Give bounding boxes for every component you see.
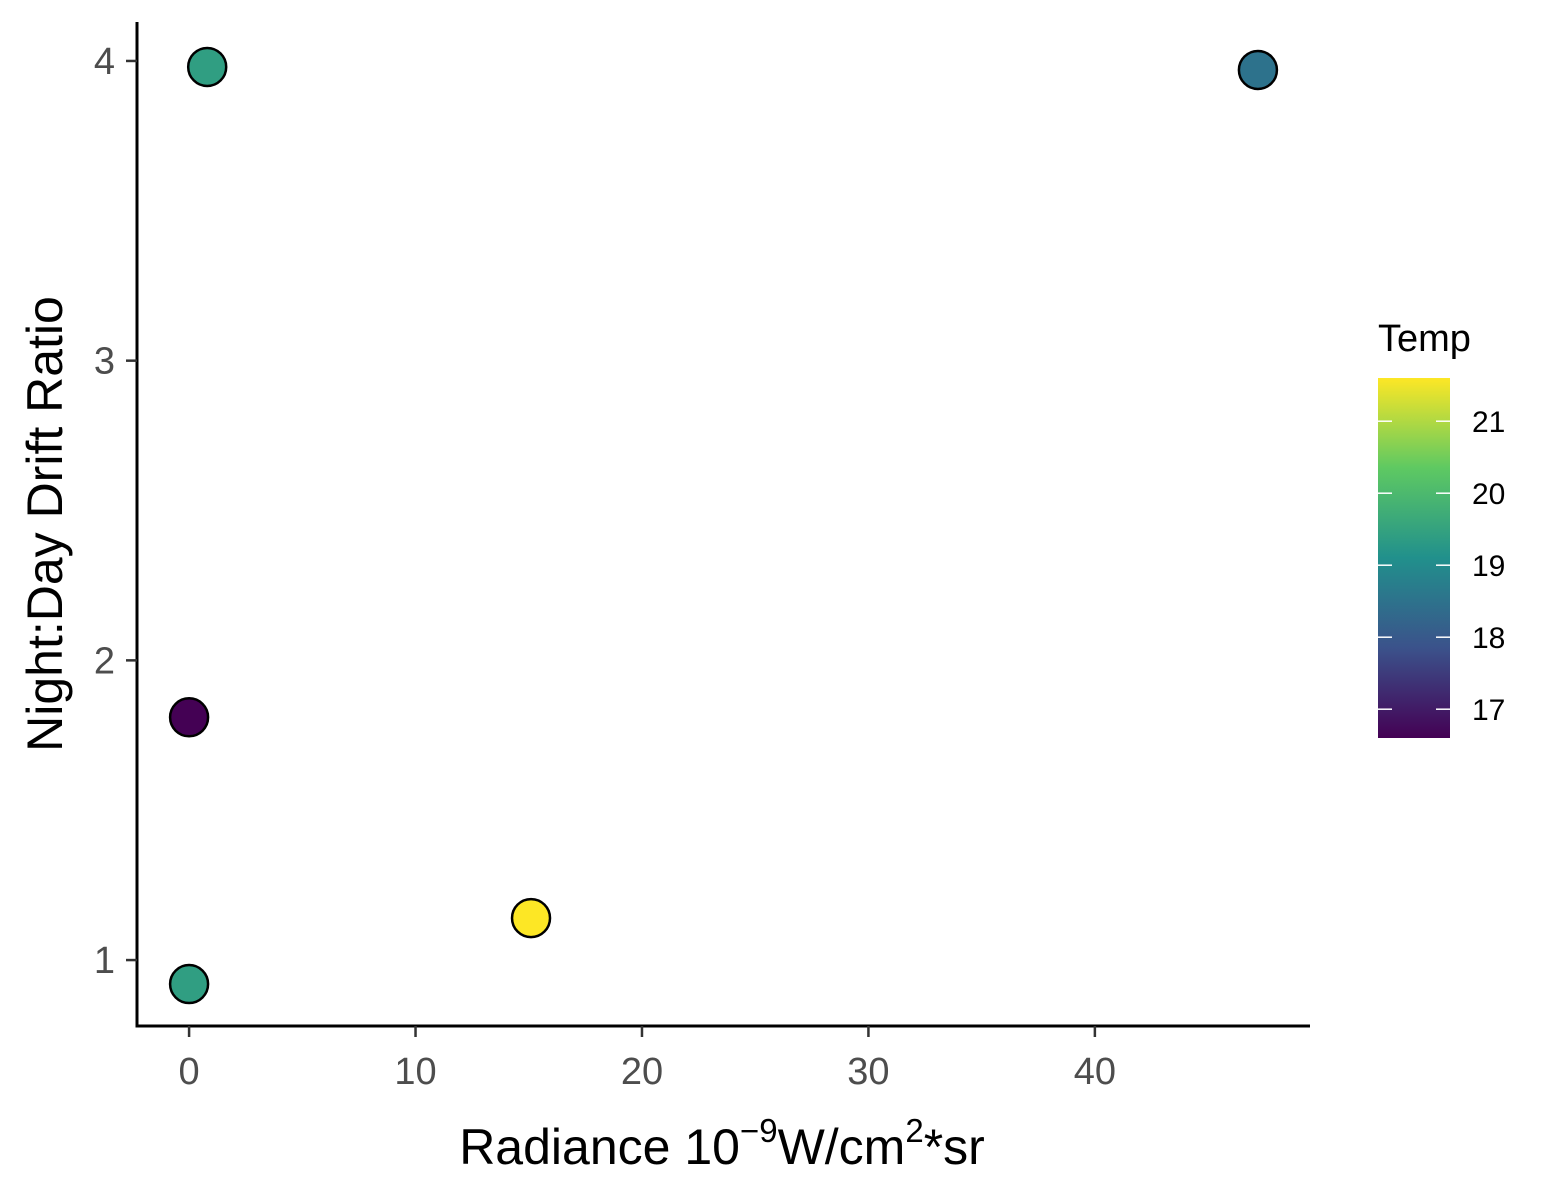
data-point bbox=[168, 697, 210, 738]
y-axis-title: Night:Day Drift Ratio bbox=[17, 296, 73, 752]
color-legend: Temp 17 18 19 20 21 bbox=[1378, 318, 1505, 738]
x-tick-label: 20 bbox=[621, 1051, 663, 1093]
data-point bbox=[168, 963, 210, 1005]
legend-tick-label: 17 bbox=[1472, 694, 1505, 727]
tick-layer: 0 10 20 30 40 1 2 3 4 bbox=[94, 41, 1116, 1093]
legend-tick-label: 21 bbox=[1472, 406, 1505, 439]
y-tick-label: 4 bbox=[94, 41, 115, 83]
points-layer bbox=[168, 46, 1279, 1005]
x-axis-title: Radiance 10−9W/cm2*sr bbox=[459, 1112, 985, 1175]
axes bbox=[135, 22, 1310, 1028]
x-tick-label: 0 bbox=[179, 1051, 200, 1093]
legend-ticks: 17 18 19 20 21 bbox=[1378, 406, 1505, 727]
x-tick-label: 10 bbox=[394, 1051, 436, 1093]
data-point bbox=[510, 897, 552, 939]
y-tick-label: 3 bbox=[94, 341, 115, 383]
x-tick-label: 30 bbox=[847, 1051, 889, 1093]
legend-tick-label: 19 bbox=[1472, 550, 1505, 583]
legend-colorbar bbox=[1378, 378, 1450, 738]
legend-tick-label: 20 bbox=[1472, 478, 1505, 511]
x-tick-label: 40 bbox=[1074, 1051, 1116, 1093]
y-tick-label: 1 bbox=[94, 940, 115, 982]
legend-tick-label: 18 bbox=[1472, 622, 1505, 655]
data-point bbox=[1237, 49, 1279, 91]
legend-title: Temp bbox=[1378, 318, 1471, 360]
y-tick-label: 2 bbox=[94, 640, 115, 682]
data-point bbox=[186, 46, 228, 88]
